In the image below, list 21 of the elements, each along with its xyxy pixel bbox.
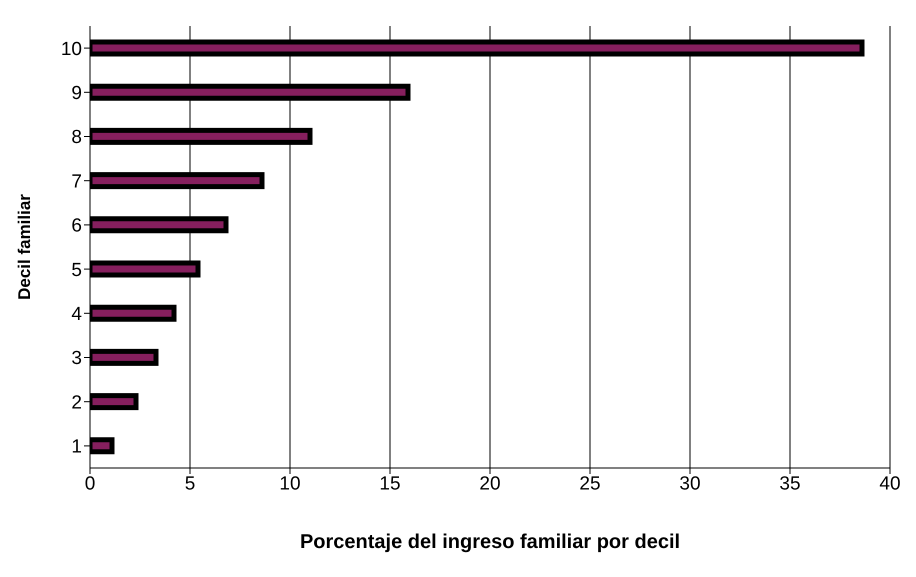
y-tick-label: 1 — [71, 436, 82, 458]
x-tick-label: 0 — [84, 473, 96, 494]
x-tick-label: 15 — [379, 473, 401, 494]
x-tick-label: 20 — [479, 473, 501, 494]
y-tick-label: 3 — [71, 348, 82, 370]
x-tick-label: 30 — [679, 473, 701, 494]
y-tick-label: 4 — [71, 304, 82, 326]
y-tick-label: 7 — [71, 171, 82, 192]
y-tick-label: 8 — [71, 127, 82, 148]
y-tick-label: 10 — [60, 38, 82, 60]
x-tick-label: 40 — [879, 473, 901, 494]
y-tick-label: 9 — [71, 83, 82, 104]
x-axis-title: Porcentaje del ingreso familiar por decil — [300, 531, 680, 553]
x-tick-label: 35 — [779, 473, 801, 494]
y-axis-title: Decil familiar — [15, 194, 34, 300]
y-tick-label: 5 — [71, 260, 82, 281]
x-tick-label: 10 — [279, 473, 301, 494]
y-tick-label: 6 — [71, 216, 82, 237]
x-tick-label: 25 — [579, 473, 601, 494]
y-tick-label: 2 — [71, 392, 82, 414]
x-tick-label: 5 — [184, 473, 196, 494]
